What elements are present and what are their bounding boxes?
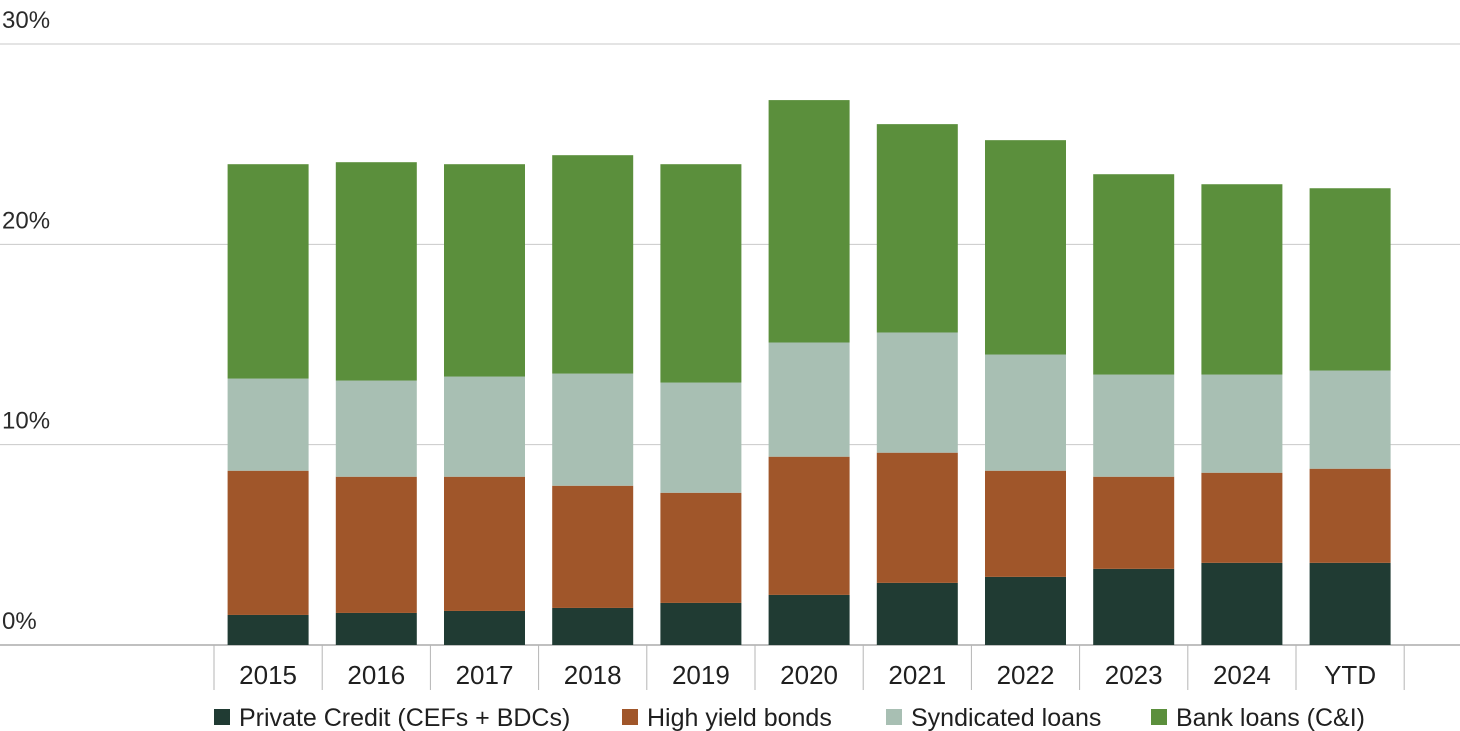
x-tick-label: YTD — [1324, 660, 1376, 690]
x-tick-label: 2018 — [564, 660, 622, 690]
bar-segment — [227, 614, 309, 645]
bar-segment — [444, 164, 525, 377]
x-tick-label: 2022 — [997, 660, 1055, 690]
x-tick-label: 2024 — [1213, 660, 1271, 690]
bar-segment — [876, 124, 958, 333]
legend-swatch — [1151, 709, 1167, 725]
bar-segment — [335, 476, 417, 613]
legend-label: High yield bonds — [647, 704, 832, 731]
bar-segment — [1201, 562, 1283, 645]
bar-segment — [1201, 374, 1283, 473]
legend-swatch — [622, 709, 638, 725]
bar-segment — [876, 582, 958, 645]
bar-segment — [444, 376, 525, 477]
x-tick-label: 2017 — [456, 660, 514, 690]
legend-swatch — [214, 709, 230, 725]
bar-segment — [660, 492, 742, 603]
bar-segment — [552, 607, 634, 645]
x-tick-label: 2023 — [1105, 660, 1163, 690]
bar-segment — [1093, 568, 1175, 645]
bar-segment — [660, 382, 742, 493]
bar-segment — [552, 485, 634, 608]
bar-segment — [227, 470, 309, 615]
bar-segment — [768, 456, 850, 595]
legend-swatch — [886, 709, 902, 725]
bar-segment — [1093, 476, 1175, 569]
x-tick-label: 2016 — [347, 660, 405, 690]
bar-segment — [876, 332, 958, 453]
bar-segment — [985, 354, 1066, 471]
bar-segment — [876, 452, 958, 583]
bar-segment — [1309, 562, 1391, 645]
bar-segment — [1309, 468, 1391, 563]
bar-segment — [985, 140, 1066, 355]
bar-segment — [335, 612, 417, 645]
y-tick-label: 0% — [2, 608, 37, 635]
bar-segment — [335, 162, 417, 381]
legend-label: Private Credit (CEFs + BDCs) — [239, 704, 570, 731]
bar-segment — [444, 610, 525, 645]
bar-segment — [227, 378, 309, 471]
bar-segment — [227, 164, 309, 379]
bar-segment — [660, 602, 742, 645]
bar-segment — [1201, 472, 1283, 563]
bar-segment — [552, 155, 634, 374]
bar-segment — [444, 476, 525, 611]
legend-label: Bank loans (C&I) — [1176, 704, 1365, 731]
bar-segment — [660, 164, 742, 383]
bar-segment — [1309, 188, 1391, 371]
bar-segment — [768, 342, 850, 457]
legend-label: Syndicated loans — [911, 704, 1101, 731]
y-tick-label: 30% — [2, 7, 50, 34]
x-tick-label: 2020 — [780, 660, 838, 690]
x-tick-label: 2019 — [672, 660, 730, 690]
bar-segment — [1093, 174, 1175, 375]
bar-segment — [768, 594, 850, 645]
bar-segment — [1309, 370, 1391, 469]
bar-segment — [768, 100, 850, 343]
x-tick-label: 2021 — [888, 660, 946, 690]
bar-segment — [1093, 374, 1175, 477]
bar-segment — [1201, 184, 1283, 375]
bar-segment — [552, 373, 634, 486]
bar-segment — [985, 576, 1066, 645]
y-tick-label: 20% — [2, 207, 50, 234]
bar-segment — [985, 470, 1066, 577]
y-tick-label: 10% — [2, 408, 50, 435]
bar-segment — [335, 380, 417, 477]
x-tick-label: 2015 — [239, 660, 297, 690]
